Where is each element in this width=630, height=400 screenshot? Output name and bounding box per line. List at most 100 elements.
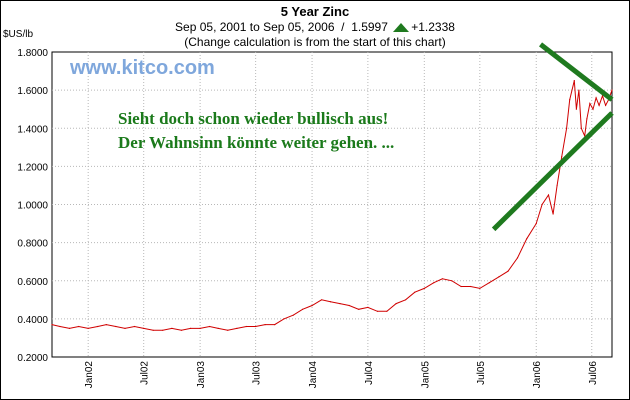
annotation-text: Sieht doch schon wieder bullisch aus!	[118, 109, 388, 128]
data-point	[589, 102, 591, 105]
y-tick-label: 1.0000	[17, 201, 48, 212]
data-point	[376, 310, 378, 312]
x-tick-label: Jul02	[140, 361, 151, 385]
data-point	[367, 306, 369, 308]
change-note: (Change calculation is from the start of…	[184, 35, 446, 49]
data-point	[199, 327, 201, 329]
data-point	[274, 324, 276, 326]
x-tick-label: Jul04	[364, 361, 375, 385]
data-point	[526, 238, 528, 240]
data-point	[152, 329, 154, 331]
data-point	[561, 156, 563, 158]
data-point	[190, 327, 192, 329]
data-point	[423, 287, 425, 289]
x-tick-label: Jan04	[308, 361, 319, 389]
last-value: 1.5997	[351, 20, 388, 34]
data-point	[488, 282, 490, 284]
data-point	[578, 89, 580, 91]
data-point	[552, 213, 554, 215]
data-point	[358, 308, 360, 310]
data-point	[595, 97, 597, 99]
y-axis-label: $US/lb	[3, 29, 34, 40]
y-tick-label: 0.6000	[17, 277, 48, 288]
data-point	[395, 303, 397, 305]
data-point	[479, 287, 481, 289]
subtitle-separator: /	[341, 20, 345, 34]
data-point	[105, 324, 107, 326]
data-point	[441, 278, 443, 280]
data-point	[414, 291, 416, 293]
data-point	[292, 314, 294, 316]
change-value: +1.2338	[411, 20, 455, 34]
data-point	[566, 127, 568, 129]
chart-subtitle: Sep 05, 2001 to Sep 05, 2006 / 1.5997 +1…	[0, 20, 630, 34]
data-point	[227, 329, 229, 331]
data-point	[143, 327, 145, 329]
data-point	[68, 327, 71, 329]
data-point	[605, 104, 607, 106]
data-point	[255, 325, 257, 328]
data-point	[329, 301, 332, 303]
x-tick-label: Jan06	[532, 361, 543, 389]
data-point	[547, 194, 550, 196]
data-point	[498, 276, 500, 278]
data-point	[339, 303, 341, 305]
data-point	[507, 270, 509, 272]
data-point	[180, 329, 182, 331]
date-range: Sep 05, 2001 to Sep 05, 2006	[175, 20, 335, 34]
data-point	[87, 327, 89, 329]
y-tick-label: 1.4000	[17, 124, 48, 135]
data-point	[209, 325, 211, 328]
y-tick-label: 1.2000	[17, 162, 48, 173]
data-point	[78, 325, 80, 328]
data-point	[311, 304, 313, 307]
y-tick-label: 0.8000	[17, 239, 48, 250]
data-point	[124, 327, 126, 329]
data-point	[283, 318, 285, 320]
data-point	[171, 327, 173, 329]
y-tick-label: 0.4000	[17, 315, 48, 326]
data-point	[245, 325, 247, 328]
data-point	[264, 324, 266, 326]
data-point	[236, 327, 238, 329]
x-tick-label: Jan02	[84, 361, 95, 389]
data-point	[586, 118, 588, 120]
data-point	[592, 108, 594, 110]
data-point	[569, 99, 571, 101]
data-point	[97, 325, 99, 328]
y-tick-label: 1.6000	[17, 86, 48, 97]
x-tick-label: Jan05	[420, 361, 431, 389]
data-point	[133, 325, 136, 328]
data-point	[598, 104, 600, 106]
data-point	[115, 325, 117, 328]
y-tick-label: 1.8000	[17, 48, 48, 59]
data-point	[217, 327, 219, 329]
data-point	[516, 257, 519, 259]
resistance-trendline	[539, 42, 614, 102]
data-point	[556, 184, 558, 186]
data-point	[321, 299, 323, 301]
data-point	[460, 285, 462, 288]
data-point	[162, 329, 164, 331]
data-point	[451, 280, 453, 282]
chart-title: 5 Year Zinc	[280, 4, 350, 19]
data-point	[59, 325, 61, 328]
data-point	[575, 108, 578, 110]
support-trendline	[491, 111, 614, 232]
x-tick-label: Jul05	[476, 361, 487, 385]
y-tick-label: 0.2000	[17, 353, 48, 364]
x-tick-label: Jan03	[196, 361, 207, 389]
data-point	[405, 299, 407, 301]
data-point	[348, 304, 350, 307]
data-point	[580, 127, 582, 129]
watermark-text: www.kitco.com	[69, 57, 215, 79]
data-point	[386, 310, 388, 312]
data-point	[433, 282, 435, 284]
x-tick-label: Jul06	[588, 361, 599, 385]
up-triangle-icon	[393, 23, 410, 32]
data-point	[302, 308, 304, 310]
data-point	[573, 80, 575, 82]
x-tick-label: Jul03	[252, 361, 263, 385]
data-point	[51, 324, 53, 326]
